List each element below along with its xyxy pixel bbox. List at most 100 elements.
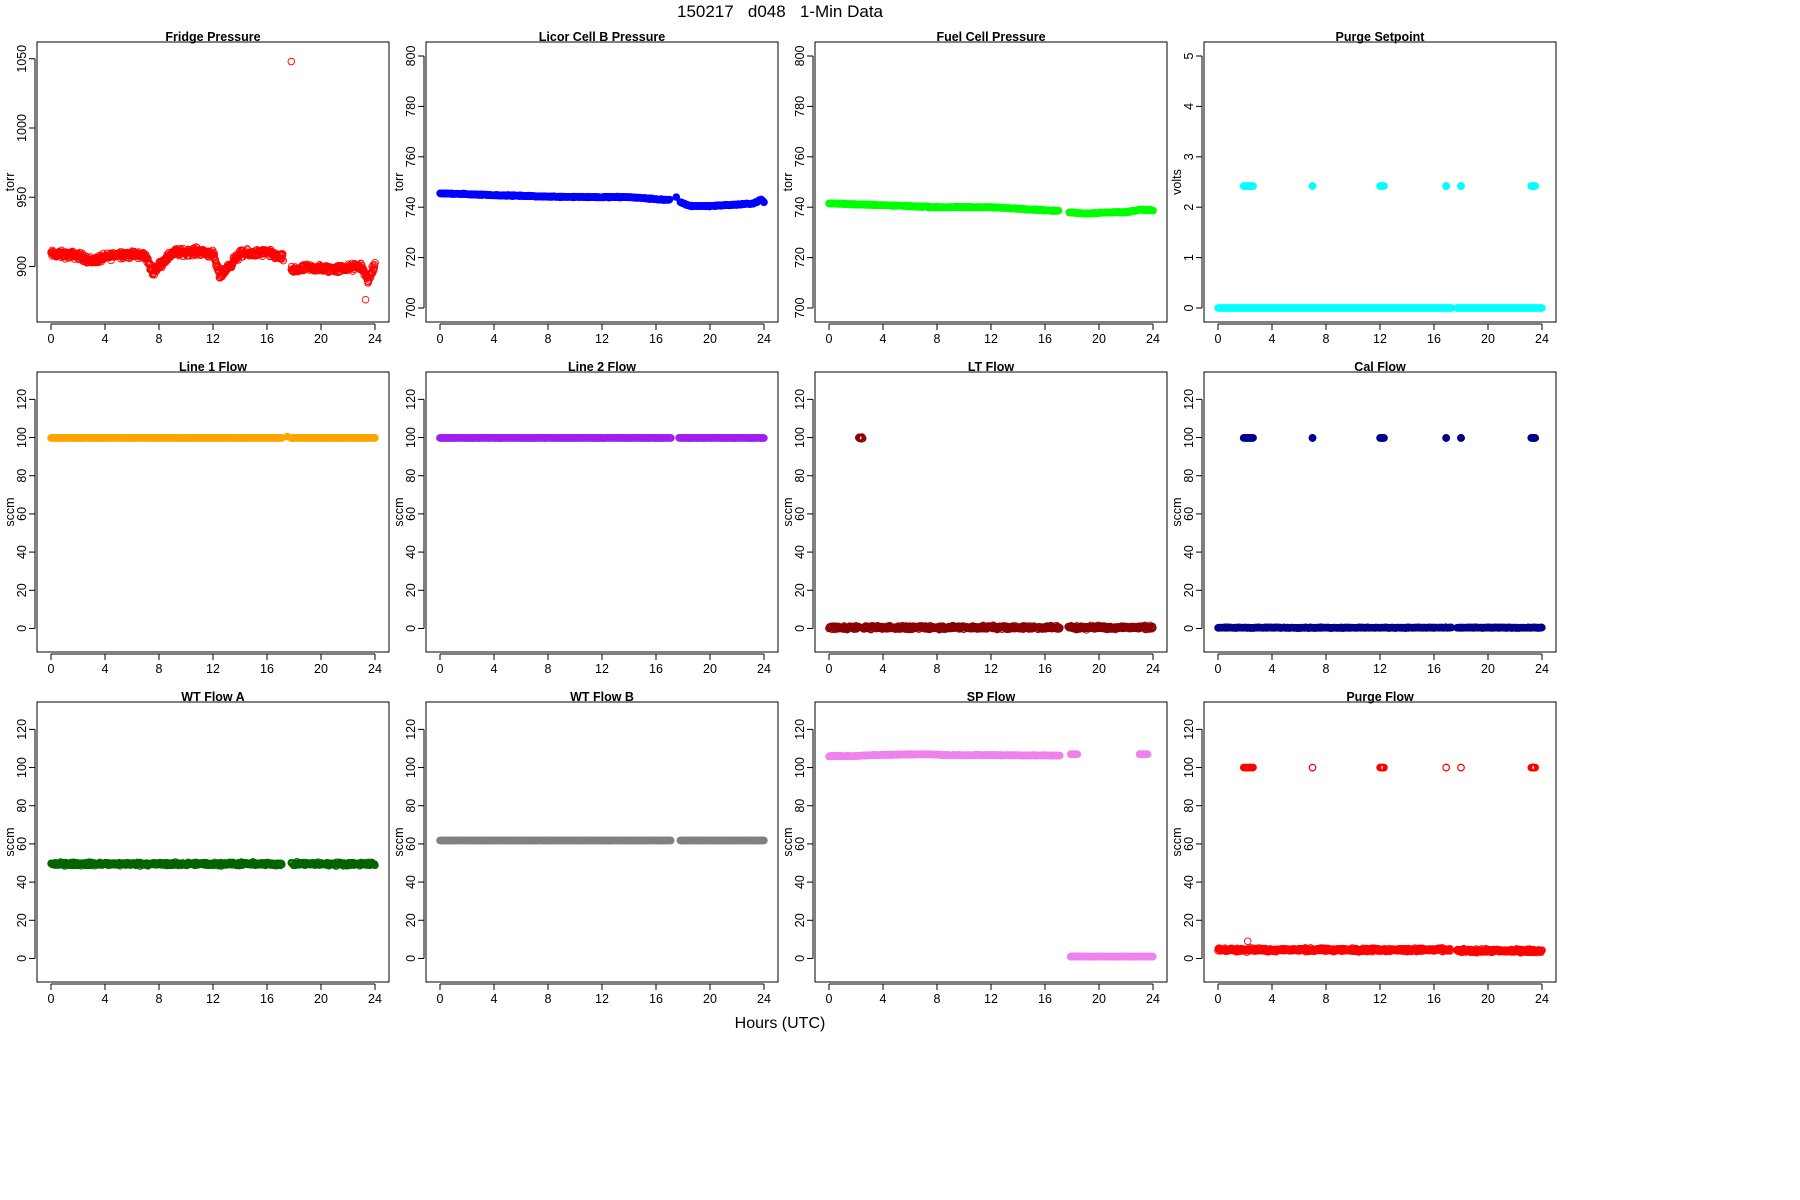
data-point (760, 198, 768, 207)
y-tick-label: 740 (404, 197, 418, 218)
x-tick-label: 12 (206, 332, 220, 346)
data-point (209, 248, 217, 256)
x-tick-label: 0 (1215, 332, 1222, 346)
x-tick-label: 24 (368, 332, 382, 346)
y-tick-label: 80 (793, 469, 807, 483)
y-axis-label: torr (3, 173, 17, 192)
data-point (672, 193, 681, 201)
x-tick-label: 12 (595, 662, 609, 676)
y-tick-label: 20 (793, 583, 807, 597)
y-tick-label: 4 (1182, 103, 1196, 110)
y-tick-label: 0 (404, 625, 418, 632)
x-tick-label: 16 (1427, 662, 1441, 676)
data-point (368, 265, 377, 274)
y-tick-label: 740 (793, 197, 807, 218)
y-tick-label: 2 (1182, 204, 1196, 211)
figure-title: 150217 d048 1-Min Data (676, 2, 884, 21)
x-tick-label: 0 (48, 992, 55, 1006)
x-tick-label: 4 (102, 992, 109, 1006)
x-tick-label: 0 (826, 332, 833, 346)
y-tick-label: 780 (793, 96, 807, 117)
data-point (210, 252, 219, 260)
x-tick-label: 24 (1535, 662, 1549, 676)
x-tick-label: 16 (260, 332, 274, 346)
y-tick-label: 760 (404, 146, 418, 167)
y-tick-label: 5 (1182, 52, 1196, 59)
plot-frame (1203, 371, 1557, 653)
y-tick-label: 120 (793, 389, 807, 410)
y-tick-label: 100 (404, 427, 418, 448)
x-tick-label: 16 (1038, 662, 1052, 676)
x-tick-label: 0 (437, 662, 444, 676)
data-point (370, 263, 379, 272)
x-tick-label: 0 (1215, 662, 1222, 676)
panel-title: LT Flow (968, 360, 1015, 374)
x-tick-label: 16 (1427, 332, 1441, 346)
data-point (287, 57, 296, 66)
y-tick-label: 100 (793, 427, 807, 448)
x-tick-label: 16 (649, 332, 663, 346)
data-point (278, 255, 286, 263)
x-tick-label: 12 (206, 662, 220, 676)
x-axis: 0 4 8 12 16 20 24 (437, 323, 771, 346)
x-tick-label: 4 (880, 332, 887, 346)
data-point (1457, 182, 1465, 190)
y-tick-label: 700 (793, 298, 807, 319)
data-point (1308, 434, 1317, 442)
data-point (283, 432, 292, 441)
panel-title: Line 2 Flow (568, 360, 636, 374)
y-axis-label: volts (1170, 169, 1184, 195)
x-tick-label: 12 (1373, 662, 1387, 676)
y-tick-label: 0 (1182, 304, 1196, 311)
data-point (1149, 206, 1157, 215)
y-tick-label: 800 (793, 46, 807, 67)
data-point (366, 273, 375, 282)
y-tick-label: 780 (404, 96, 418, 117)
y-tick-label: 0 (793, 625, 807, 632)
panel-title: Licor Cell B Pressure (539, 30, 665, 44)
data-points (825, 199, 1157, 218)
x-tick-label: 4 (491, 662, 498, 676)
x-tick-label: 20 (314, 662, 328, 676)
x-axis: 0 4 8 12 16 20 24 (1215, 323, 1549, 346)
y-tick-label: 60 (1182, 507, 1196, 521)
y-axis-label: torr (392, 173, 406, 192)
x-tick-label: 20 (314, 992, 328, 1006)
x-tick-label: 8 (1323, 662, 1330, 676)
data-point (1442, 434, 1450, 442)
y-tick-label: 80 (404, 469, 418, 483)
y-tick-label: 20 (1182, 583, 1196, 597)
x-tick-label: 24 (757, 332, 771, 346)
y-tick-label: 80 (1182, 469, 1196, 483)
x-tick-label: 20 (314, 332, 328, 346)
x-tick-label: 12 (1373, 332, 1387, 346)
y-tick-label: 1000 (15, 114, 29, 142)
y-tick-label: 720 (404, 247, 418, 268)
x-tick-label: 0 (437, 332, 444, 346)
x-axis: 0 4 8 12 16 20 24 (826, 323, 1160, 346)
x-tick-label: 8 (934, 662, 941, 676)
y-tick-label: 100 (15, 427, 29, 448)
y-tick-label: 60 (793, 507, 807, 521)
plot-frame (425, 371, 779, 653)
data-point (371, 434, 379, 442)
data-point (211, 255, 220, 264)
x-tick-label: 12 (984, 332, 998, 346)
y-axis-label: torr (781, 173, 795, 192)
panel-title: Cal Flow (1354, 360, 1406, 374)
x-tick-label: 20 (703, 332, 717, 346)
data-point (370, 266, 378, 274)
panel-title: Fuel Cell Pressure (936, 30, 1045, 44)
x-tick-label: 20 (1481, 332, 1495, 346)
x-axis: 0 4 8 12 16 20 24 (437, 653, 771, 676)
x-tick-label: 4 (102, 332, 109, 346)
